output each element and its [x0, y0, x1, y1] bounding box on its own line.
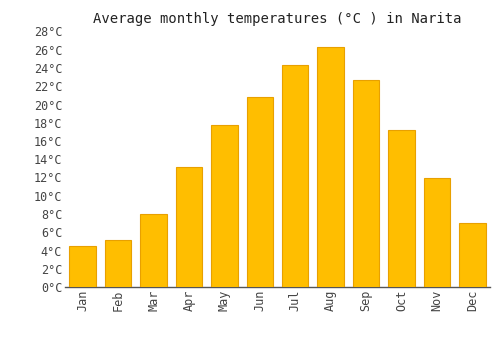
Bar — [176, 167, 202, 287]
Bar — [459, 223, 485, 287]
Bar — [282, 65, 308, 287]
Bar — [246, 97, 273, 287]
Bar — [105, 240, 132, 287]
Bar — [318, 47, 344, 287]
Bar — [140, 214, 167, 287]
Bar — [424, 177, 450, 287]
Bar — [70, 246, 96, 287]
Bar — [388, 130, 414, 287]
Title: Average monthly temperatures (°C ) in Narita: Average monthly temperatures (°C ) in Na… — [93, 12, 462, 26]
Bar — [211, 126, 238, 287]
Bar — [353, 80, 380, 287]
